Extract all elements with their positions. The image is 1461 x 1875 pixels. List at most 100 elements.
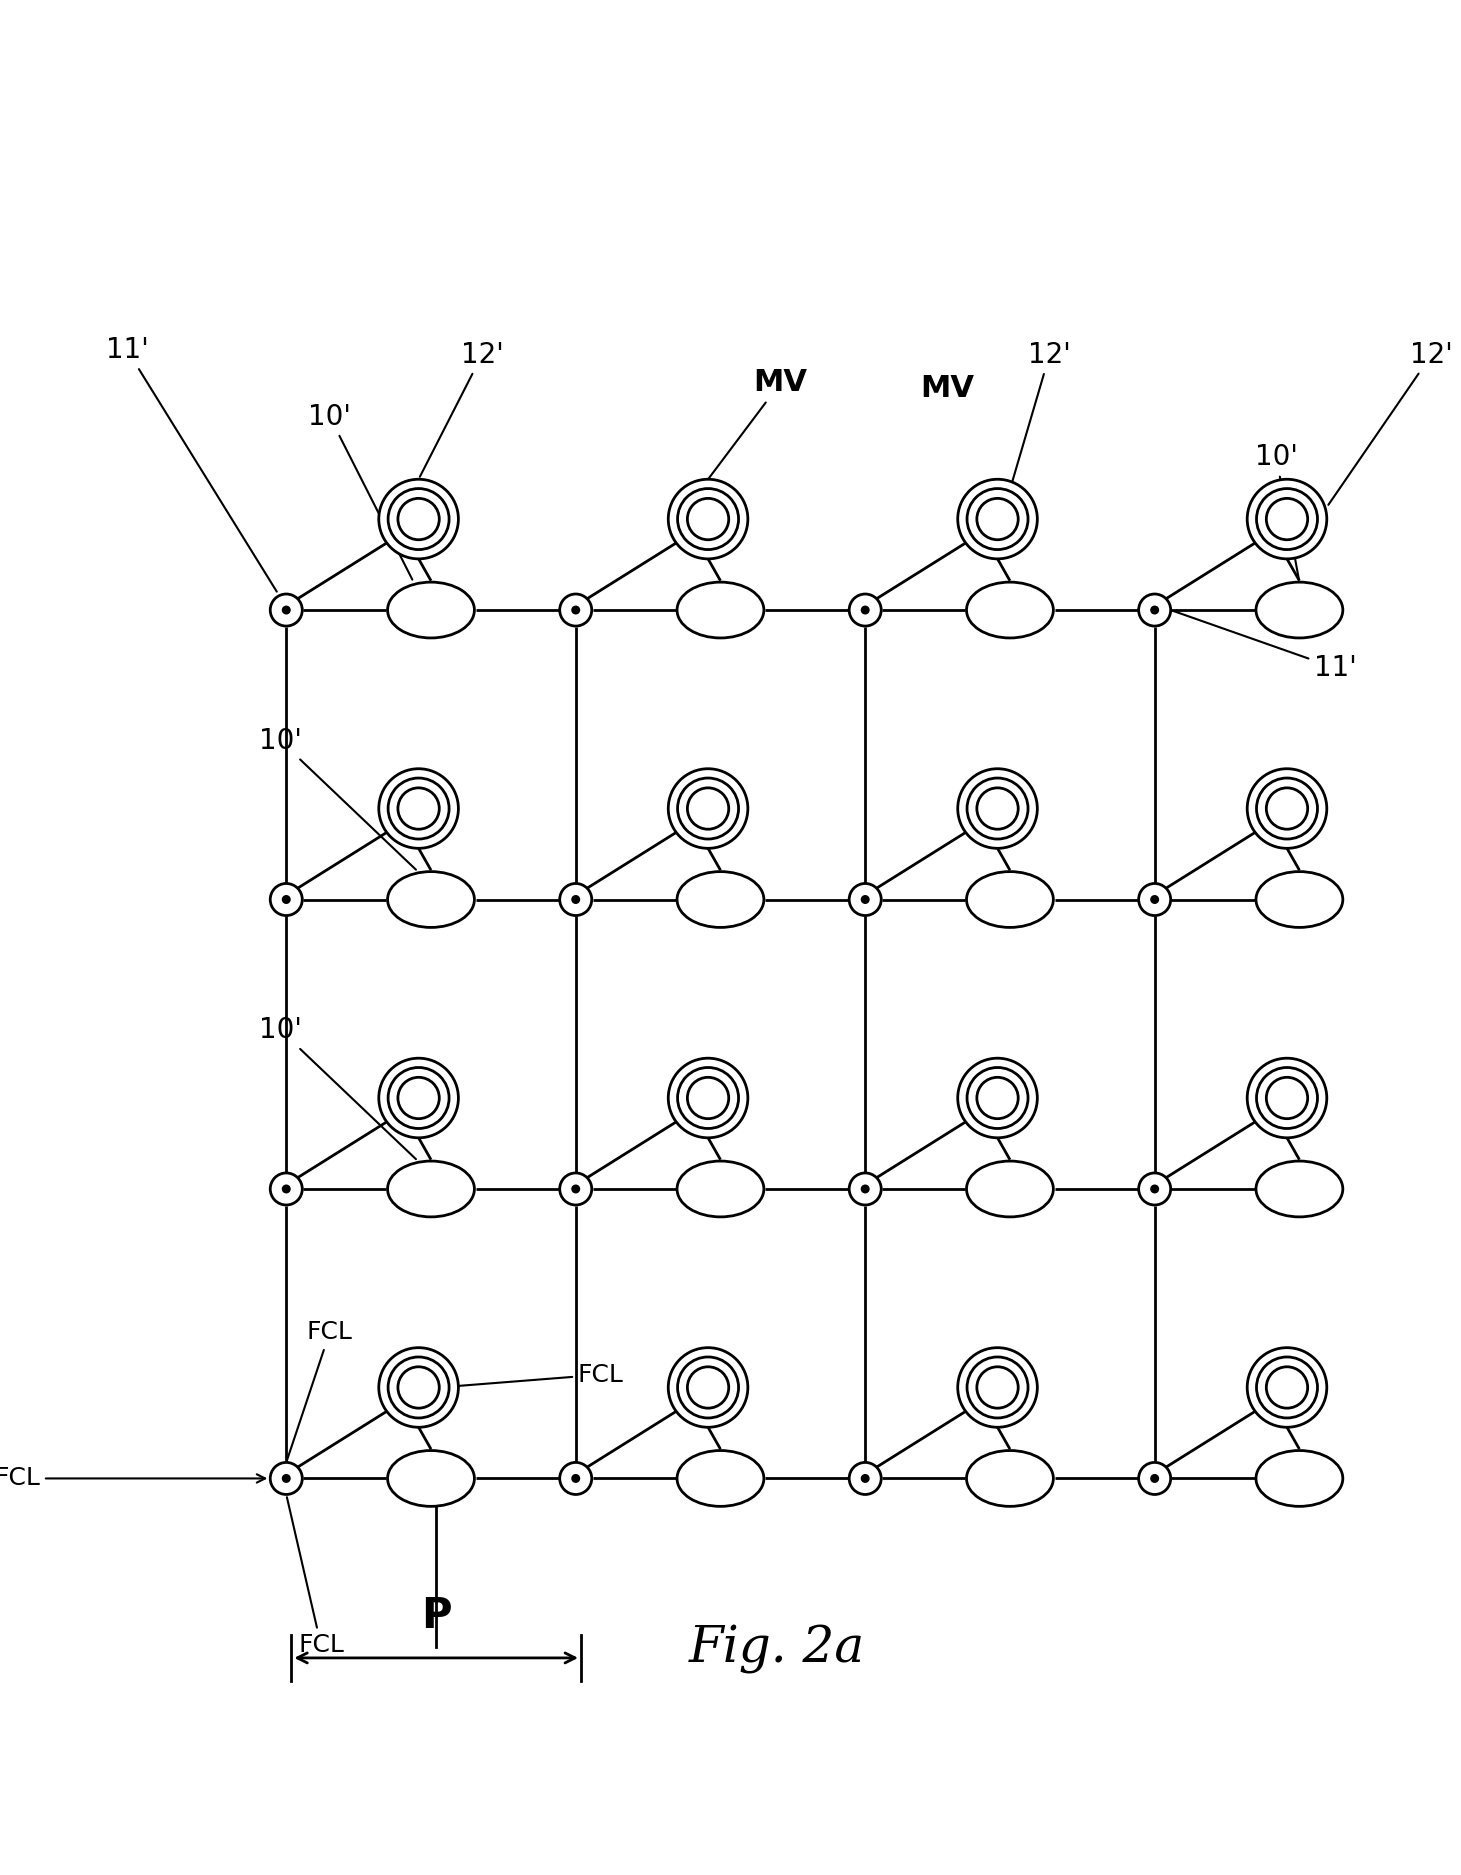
Circle shape — [678, 778, 739, 838]
Text: FCL: FCL — [288, 1320, 352, 1461]
Circle shape — [977, 1367, 1018, 1408]
Circle shape — [560, 594, 592, 626]
Circle shape — [270, 883, 302, 915]
Circle shape — [389, 778, 449, 838]
Circle shape — [668, 1348, 748, 1427]
Circle shape — [282, 894, 291, 904]
Ellipse shape — [967, 1161, 1053, 1217]
Circle shape — [849, 594, 881, 626]
Circle shape — [1150, 894, 1159, 904]
Circle shape — [270, 594, 302, 626]
Circle shape — [1150, 1185, 1159, 1194]
Ellipse shape — [387, 581, 475, 638]
Circle shape — [378, 1058, 459, 1138]
Text: MV: MV — [698, 369, 808, 493]
Ellipse shape — [387, 872, 475, 928]
Text: 10': 10' — [259, 728, 416, 870]
Circle shape — [378, 1348, 459, 1427]
Circle shape — [571, 606, 580, 615]
Circle shape — [397, 1078, 440, 1119]
Text: 11': 11' — [1173, 611, 1357, 682]
Circle shape — [1248, 769, 1327, 848]
Circle shape — [389, 489, 449, 549]
Circle shape — [1267, 788, 1308, 829]
Circle shape — [560, 1462, 592, 1494]
Circle shape — [967, 489, 1029, 549]
Circle shape — [861, 1474, 869, 1483]
Circle shape — [1150, 1474, 1159, 1483]
Circle shape — [958, 1058, 1037, 1138]
Ellipse shape — [676, 1161, 764, 1217]
Circle shape — [560, 883, 592, 915]
Circle shape — [1267, 1078, 1308, 1119]
Circle shape — [571, 1474, 580, 1483]
Text: 12': 12' — [1010, 341, 1071, 489]
Circle shape — [282, 606, 291, 615]
Circle shape — [668, 480, 748, 559]
Circle shape — [861, 894, 869, 904]
Circle shape — [560, 1174, 592, 1206]
Circle shape — [958, 480, 1037, 559]
Text: FCL: FCL — [286, 1496, 343, 1658]
Circle shape — [1138, 883, 1170, 915]
Circle shape — [397, 1367, 440, 1408]
Ellipse shape — [676, 581, 764, 638]
Circle shape — [1256, 778, 1318, 838]
Ellipse shape — [967, 581, 1053, 638]
Ellipse shape — [1256, 1161, 1343, 1217]
Ellipse shape — [676, 1451, 764, 1506]
Circle shape — [1138, 1462, 1170, 1494]
Ellipse shape — [1256, 581, 1343, 638]
Text: FCL: FCL — [0, 1466, 264, 1491]
Circle shape — [977, 788, 1018, 829]
Circle shape — [397, 788, 440, 829]
Circle shape — [977, 499, 1018, 540]
Circle shape — [1248, 480, 1327, 559]
Text: P: P — [421, 1596, 451, 1637]
Circle shape — [958, 769, 1037, 848]
Circle shape — [1248, 1058, 1327, 1138]
Circle shape — [397, 499, 440, 540]
Circle shape — [687, 1367, 729, 1408]
Circle shape — [389, 1067, 449, 1129]
Text: FCL: FCL — [441, 1363, 624, 1388]
Circle shape — [1248, 1348, 1327, 1427]
Circle shape — [1256, 1067, 1318, 1129]
Circle shape — [571, 894, 580, 904]
Circle shape — [1256, 1358, 1318, 1418]
Ellipse shape — [387, 1451, 475, 1506]
Text: 11': 11' — [105, 336, 276, 592]
Circle shape — [687, 499, 729, 540]
Circle shape — [849, 1462, 881, 1494]
Text: MV: MV — [920, 375, 974, 403]
Circle shape — [378, 769, 459, 848]
Circle shape — [687, 788, 729, 829]
Circle shape — [861, 606, 869, 615]
Circle shape — [1267, 499, 1308, 540]
Text: 10': 10' — [308, 403, 412, 579]
Circle shape — [958, 1348, 1037, 1427]
Text: 10': 10' — [1255, 442, 1299, 579]
Text: 10': 10' — [259, 1016, 416, 1159]
Circle shape — [849, 1174, 881, 1206]
Circle shape — [571, 1185, 580, 1194]
Ellipse shape — [967, 872, 1053, 928]
Circle shape — [977, 1078, 1018, 1119]
Circle shape — [678, 1358, 739, 1418]
Circle shape — [668, 769, 748, 848]
Circle shape — [967, 778, 1029, 838]
Circle shape — [378, 480, 459, 559]
Circle shape — [967, 1067, 1029, 1129]
Text: 12': 12' — [419, 341, 504, 476]
Ellipse shape — [1256, 1451, 1343, 1506]
Circle shape — [861, 1185, 869, 1194]
Ellipse shape — [967, 1451, 1053, 1506]
Circle shape — [668, 1058, 748, 1138]
Ellipse shape — [676, 872, 764, 928]
Circle shape — [282, 1474, 291, 1483]
Circle shape — [1150, 606, 1159, 615]
Circle shape — [282, 1185, 291, 1194]
Text: 12': 12' — [1328, 341, 1454, 504]
Ellipse shape — [387, 1161, 475, 1217]
Circle shape — [678, 489, 739, 549]
